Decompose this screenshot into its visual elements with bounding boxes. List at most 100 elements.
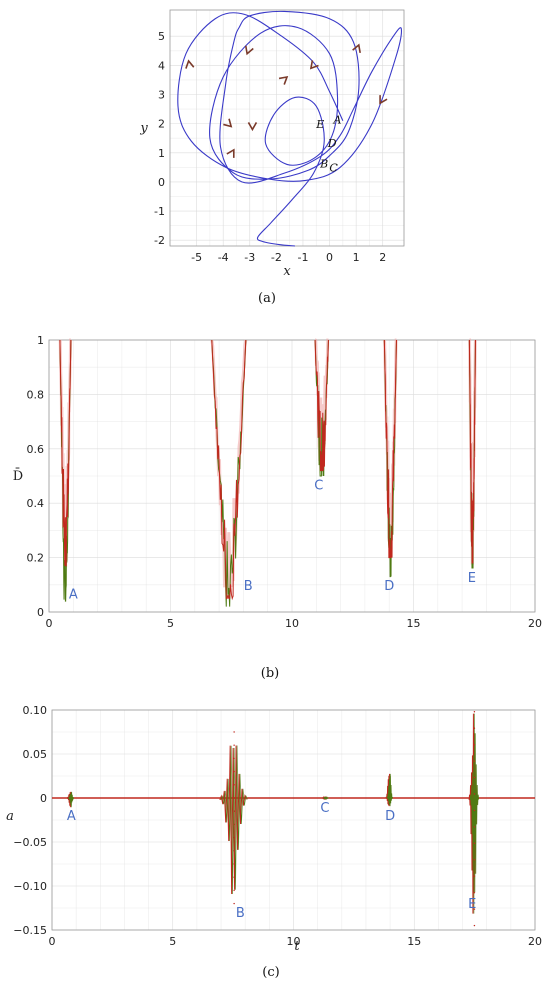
event-C-green-trace [322, 796, 329, 800]
a-tick-labels: -5 -4 -3 -2 -1 0 1 2 -2 -1 0 1 2 3 4 5 [154, 30, 386, 264]
event-E-dot [473, 924, 476, 927]
event-B-dot [233, 757, 235, 760]
c-x-axis-label: t [294, 939, 300, 954]
event-B-dot [233, 797, 235, 799]
y-tick-label: 0.10 [23, 704, 48, 717]
y-tick-label: 0.8 [27, 388, 45, 401]
dip-B-pink-trace [210, 339, 248, 599]
annotation-B: B [319, 157, 328, 170]
direction-arrow [223, 118, 233, 128]
y-tick-label: 3 [158, 88, 165, 101]
direction-arrow [185, 59, 195, 69]
x-tick-label: 15 [407, 935, 421, 948]
dip-B-red-trace [211, 339, 247, 601]
annotation-E: E [315, 118, 324, 131]
a-plot-frame [169, 9, 405, 247]
b-tick-labels: 0 5 10 15 20 0 0.2 0.4 0.6 0.8 1 [27, 334, 543, 630]
x-tick-label: -4 [218, 251, 229, 264]
x-tick-label: 10 [285, 617, 299, 630]
x-tick-label: 5 [169, 935, 176, 948]
event-B-dot [233, 876, 235, 878]
event-A-green-trace [67, 791, 75, 808]
event-B-red-trace [219, 745, 247, 894]
event-E-dot [473, 908, 476, 910]
b-plot-frame [48, 339, 536, 613]
annotation-C: C [320, 801, 329, 816]
event-B-dot [233, 902, 235, 905]
y-tick-label: −0.05 [13, 836, 47, 849]
x-tick-label: 2 [379, 251, 386, 264]
y-tick-label: -1 [154, 205, 165, 218]
dip-E-red-trace [468, 339, 476, 564]
c-y-axis-label: a [6, 809, 14, 824]
direction-arrow [309, 60, 319, 70]
direction-arrow [247, 122, 258, 132]
x-tick-label: 15 [407, 617, 421, 630]
event-E-dot [473, 826, 476, 828]
c-data [52, 711, 535, 927]
b-data [58, 338, 477, 607]
event-B-dot [233, 863, 235, 865]
x-tick-label: 0 [49, 935, 56, 948]
event-B-dot [233, 823, 235, 826]
dip-A-red-trace [59, 339, 72, 567]
c-tick-labels: 0 5 10 15 20 −0.15 −0.10 −0.05 0 0.05 0.10 [13, 704, 542, 948]
annotation-E: E [468, 571, 476, 586]
event-E-dot [473, 776, 476, 779]
dip-D-red-trace [383, 339, 397, 559]
y-tick-label: 1 [37, 334, 44, 347]
event-B-dot [233, 744, 235, 746]
x-tick-label: -5 [191, 251, 202, 264]
annotation-D: D [384, 579, 394, 594]
x-tick-label: 5 [167, 617, 174, 630]
b-grid [48, 339, 536, 613]
event-D-green-trace [386, 773, 394, 807]
y-tick-label: 4 [158, 59, 165, 72]
event-E-dot [473, 793, 476, 795]
event-B-dot [233, 770, 235, 773]
c-grid [51, 709, 536, 931]
b-panel-label: (b) [261, 666, 279, 681]
x-tick-label: 1 [353, 251, 360, 264]
direction-arrow [278, 75, 289, 85]
event-B-dot [233, 889, 235, 892]
direction-arrow [352, 43, 361, 54]
b-y-axis-label: D̄ [13, 468, 23, 484]
event-B-dot [233, 784, 235, 786]
x-tick-label: 10 [287, 935, 301, 948]
event-E-dot [473, 743, 476, 746]
annotation-C: C [314, 479, 323, 494]
event-B-dot [233, 731, 235, 733]
trajectory-curve [177, 10, 402, 247]
event-B-dot [233, 810, 235, 812]
event-E-dot [473, 711, 476, 713]
x-tick-label: 0 [326, 251, 333, 264]
y-tick-label: 0.6 [27, 443, 45, 456]
x-tick-label: 0 [46, 617, 53, 630]
event-E-dot [473, 809, 476, 812]
annotation-C: C [329, 162, 338, 175]
direction-arrow [244, 45, 254, 56]
event-B-green-trace [220, 745, 248, 894]
event-E-dot [473, 727, 476, 729]
y-tick-label: −0.10 [13, 880, 47, 893]
y-tick-label: 1 [158, 147, 165, 160]
dip-C-red-trace [314, 339, 329, 472]
a-x-axis-label: x [283, 264, 291, 279]
acceleration-chart: 0 5 10 15 20 −0.15 −0.10 −0.05 0 0.05 0.10 A B C D E t… [6, 704, 542, 980]
y-tick-label: 2 [158, 118, 165, 131]
y-tick-label: 0.05 [23, 748, 48, 761]
x-tick-label: -1 [297, 251, 308, 264]
a-y-axis-label: y [139, 121, 148, 136]
annotation-B: B [236, 906, 245, 921]
annotation-A: A [333, 114, 342, 127]
distance-chart: 0 5 10 15 20 0 0.2 0.4 0.6 0.8 1 A B C D E D̄ (b) [13, 334, 543, 681]
a-panel-label: (a) [258, 291, 276, 306]
x-tick-label: -2 [271, 251, 282, 264]
c-panel-label: (c) [262, 965, 279, 980]
annotation-D: D [385, 809, 395, 824]
y-tick-label: 5 [158, 30, 165, 43]
c-annotations: A B C D E [67, 801, 476, 921]
